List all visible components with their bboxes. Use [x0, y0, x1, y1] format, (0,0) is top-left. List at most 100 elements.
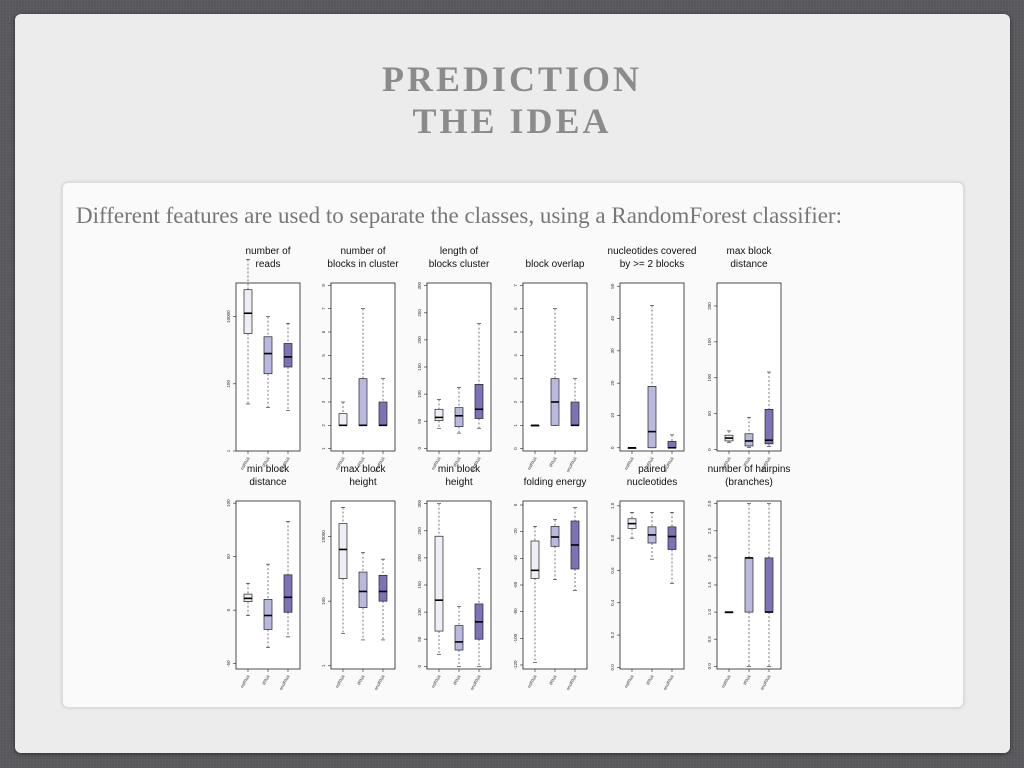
- y-tick-label: 20: [610, 380, 615, 386]
- box-mirna: [530, 424, 540, 427]
- panel-title: nucleotides covered: [608, 246, 697, 257]
- y-tick-label: -120: [513, 660, 518, 670]
- y-tick-label: 1.0: [707, 608, 712, 615]
- panel-title: by >= 2 blocks: [620, 259, 684, 270]
- x-tick-label: miRNA: [239, 456, 250, 471]
- boxplot-panel: number of hairpins (branches) 0.0 0.5 1.0 1.5…: [707, 464, 790, 691]
- box-iqr: [338, 413, 348, 426]
- x-tick-label: tRNA: [742, 456, 752, 468]
- title-line-1: PREDICTION: [381, 59, 643, 99]
- box-trna: [744, 416, 754, 448]
- y-tick-label: 100: [321, 597, 326, 605]
- box-snorna: [378, 558, 388, 641]
- y-tick-label: 40: [610, 316, 615, 322]
- panel-title: min block: [247, 464, 290, 475]
- box-snorna: [764, 371, 774, 447]
- box-trna: [550, 308, 560, 426]
- x-tick-label: miRNA: [623, 456, 634, 471]
- x-tick-label: miRNA: [720, 674, 731, 689]
- panel-title: reads: [255, 259, 280, 270]
- x-tick-label: snoRNA: [565, 456, 578, 473]
- y-tick-label: 1: [321, 447, 326, 450]
- panel-title: paired: [638, 464, 666, 475]
- panel-title: distance: [249, 477, 287, 488]
- box-iqr: [570, 401, 580, 426]
- box-iqr: [358, 571, 368, 608]
- y-tick-label: 0: [226, 608, 231, 611]
- y-tick-label: 2: [321, 424, 326, 427]
- box-mirna: [627, 512, 637, 539]
- box-trna: [550, 519, 560, 580]
- y-tick-label: 0: [417, 447, 422, 450]
- x-tick-label: tRNA: [261, 456, 271, 468]
- box-trna: [647, 305, 657, 449]
- x-tick-label: tRNA: [742, 674, 752, 686]
- y-tick-label: 1: [226, 449, 231, 452]
- box-iqr: [667, 526, 677, 550]
- box-iqr: [764, 409, 774, 445]
- y-tick-label: 6: [513, 307, 518, 310]
- panel-title: distance: [730, 259, 768, 270]
- y-tick-label: 150: [707, 338, 712, 346]
- y-tick-label: 150: [417, 581, 422, 589]
- y-tick-label: 300: [417, 499, 422, 507]
- slide-title: PREDICTION THE IDEA: [0, 58, 1024, 142]
- box-iqr: [474, 383, 484, 419]
- boxplot-panel: number of blocks in cluster 1 2 3 4 5 6 7 8 miRNA t…: [321, 246, 399, 473]
- x-tick-label: tRNA: [356, 674, 366, 686]
- boxplot-panel: folding energy -120 -100 -80 -60 -40 -20 0 miRNA…: [513, 477, 588, 691]
- box-trna: [263, 563, 273, 648]
- box-snorna: [667, 512, 677, 584]
- box-iqr: [744, 433, 754, 447]
- x-tick-label: miRNA: [334, 456, 345, 471]
- box-trna: [263, 316, 273, 408]
- box-mirna: [243, 583, 253, 616]
- y-tick-label: 2.5: [707, 527, 712, 534]
- box-iqr: [647, 386, 657, 449]
- box-snorna: [667, 434, 677, 449]
- y-tick-label: 0: [513, 503, 518, 506]
- box-iqr: [744, 557, 754, 613]
- y-tick-label: 0.0: [610, 664, 615, 671]
- panel-title: height: [445, 477, 472, 488]
- x-tick-label: tRNA: [645, 674, 655, 686]
- y-tick-label: 1: [321, 664, 326, 667]
- boxplot-panel: nucleotides covered by >= 2 blocks 0 10 20 30…: [608, 246, 697, 473]
- x-tick-label: miRNA: [526, 674, 537, 689]
- box-iqr: [338, 523, 348, 579]
- y-tick-label: -50: [226, 660, 231, 667]
- box-iqr: [378, 574, 388, 602]
- x-tick-label: tRNA: [452, 456, 462, 468]
- y-tick-label: 50: [417, 418, 422, 424]
- panel-title: block overlap: [526, 259, 585, 270]
- box-iqr: [283, 574, 293, 613]
- box-iqr: [243, 289, 253, 334]
- y-tick-label: 50: [610, 283, 615, 289]
- boxplot-panel: max block height 1 100 10000 miRNA tRNA snoRNA: [321, 464, 396, 691]
- box-snorna: [474, 323, 484, 429]
- box-mirna: [724, 611, 734, 614]
- boxplot-panel: block overlap 0 1 2 3 4 5 6 7 miRNA tRNA snoRNA: [513, 259, 588, 473]
- box-iqr: [530, 540, 540, 579]
- box-mirna: [434, 399, 444, 429]
- x-tick-label: miRNA: [239, 674, 250, 689]
- y-tick-label: 50: [707, 411, 712, 417]
- y-tick-label: 3: [321, 400, 326, 403]
- box-mirna: [338, 401, 348, 427]
- y-tick-label: 3.0: [707, 500, 712, 507]
- y-tick-label: 0.2: [610, 631, 615, 638]
- y-tick-label: 5: [321, 354, 326, 357]
- box-mirna: [724, 430, 734, 443]
- y-tick-label: 0: [610, 446, 615, 449]
- x-tick-label: miRNA: [334, 674, 345, 689]
- y-tick-label: 5: [513, 330, 518, 333]
- y-tick-label: 0: [513, 447, 518, 450]
- x-tick-label: tRNA: [645, 456, 655, 468]
- panel-title: max block: [726, 246, 772, 257]
- y-tick-label: 0.4: [610, 599, 615, 606]
- boxplot-panel: min block height 0 50 100 150 200 250 300 miRNA tR…: [417, 464, 492, 691]
- y-tick-label: -20: [513, 528, 518, 535]
- y-tick-label: -100: [513, 633, 518, 643]
